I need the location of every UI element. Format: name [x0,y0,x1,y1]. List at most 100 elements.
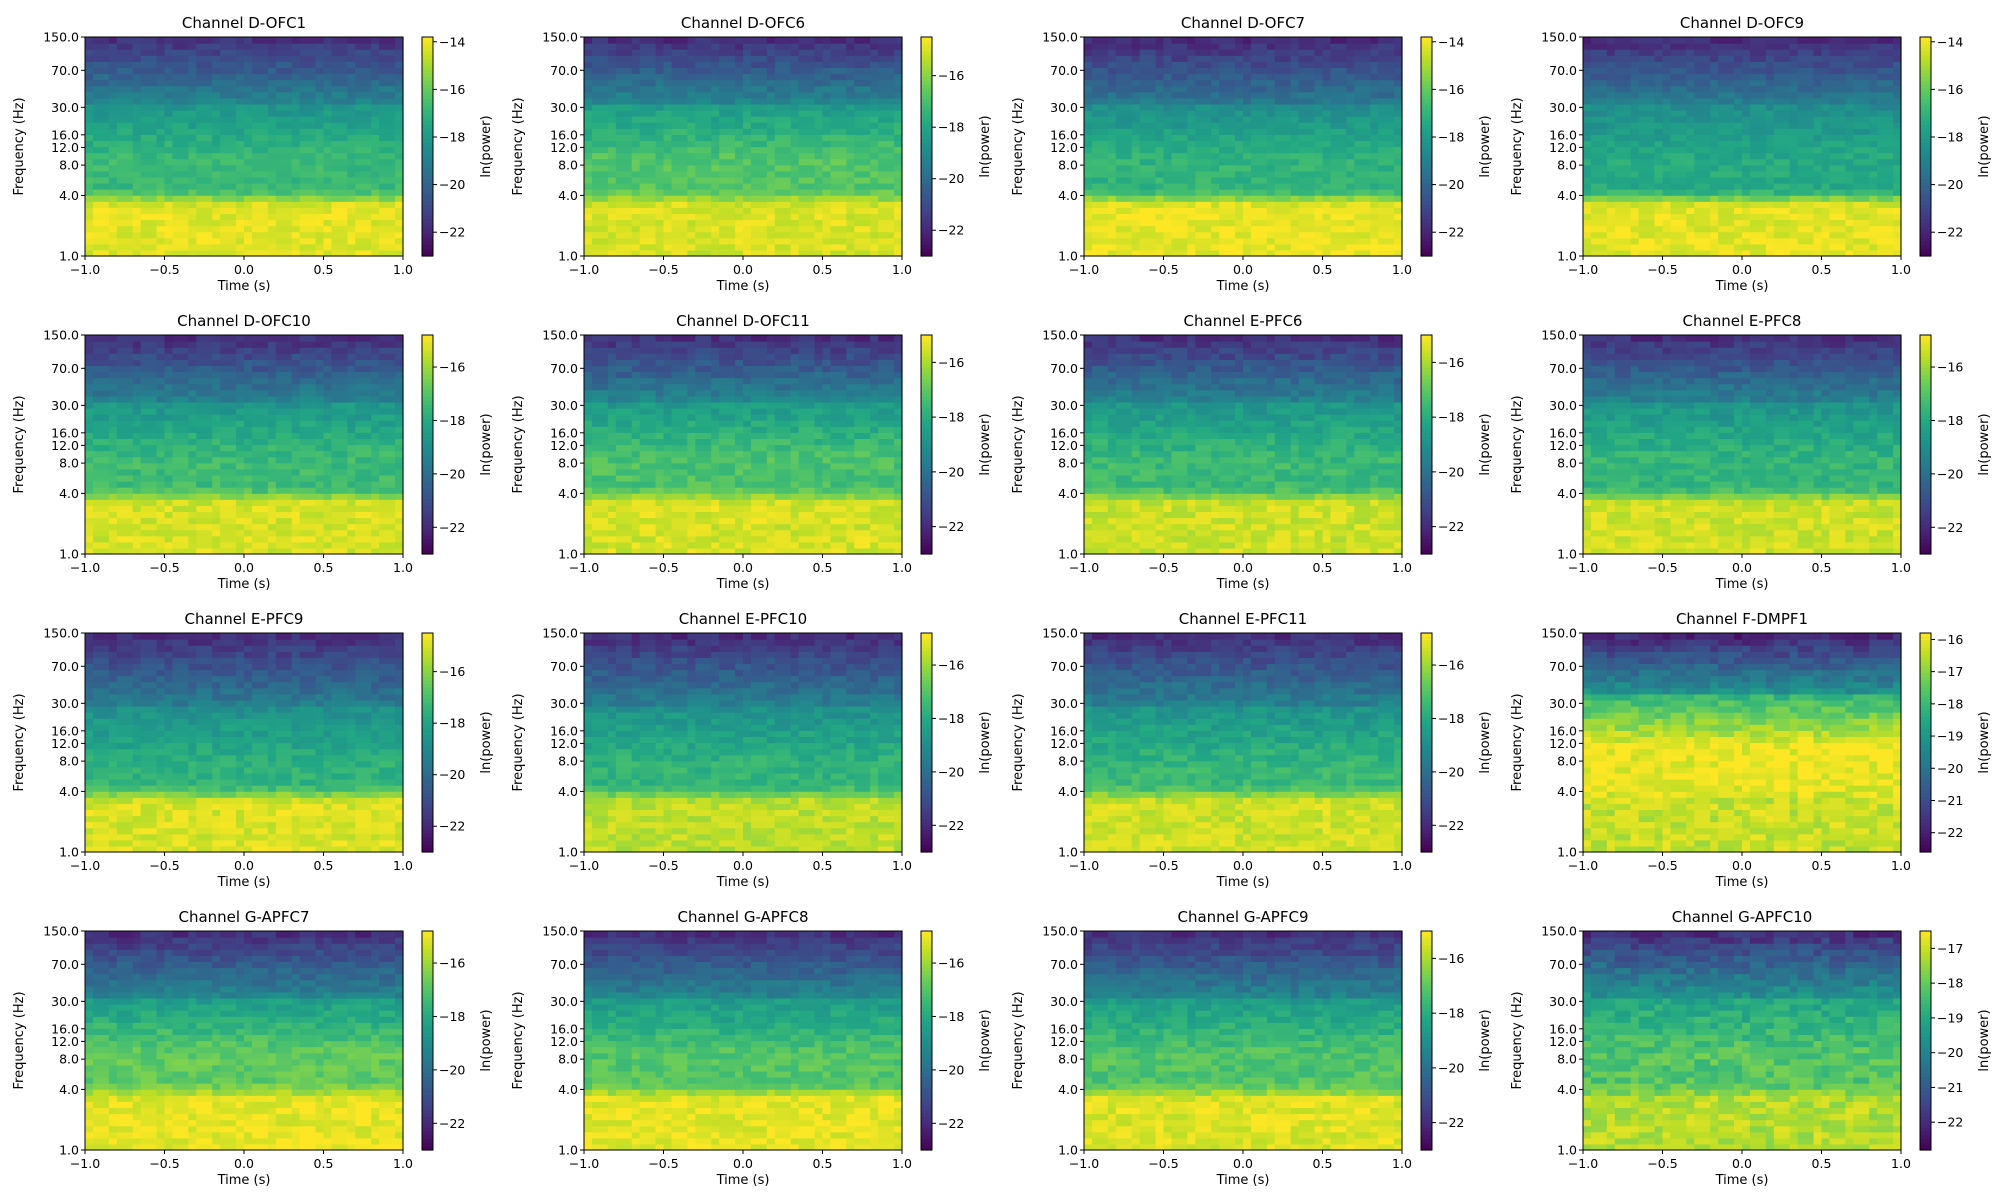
heatmap-cell [1227,244,1236,251]
heatmap-cell [331,232,340,239]
heatmap-cell [719,213,728,220]
heatmap-cell [1307,49,1316,56]
heatmap-cell [1092,195,1101,202]
heatmap-cell [870,134,879,141]
heatmap-cell [387,122,396,129]
heatmap-cell [236,55,245,62]
heatmap-cell [1148,159,1157,166]
heatmap-cell [1187,140,1196,147]
heatmap-cell [117,159,126,166]
heatmap-cell [1203,134,1212,141]
heatmap-cell [292,37,301,44]
heatmap-cell [1156,171,1165,178]
heatmap-cell [640,213,649,220]
heatmap-cell [1853,232,1862,239]
heatmap-cell [1195,122,1204,129]
heatmap-cell [1323,147,1332,154]
heatmap-cell [188,86,197,93]
heatmap-cell [244,140,253,147]
heatmap-cell [1140,80,1149,87]
heatmap-cell [870,74,879,81]
heatmap-cell [1108,238,1117,245]
heatmap-cell [600,128,609,135]
heatmap-cell [371,140,380,147]
heatmap-cell [1267,183,1276,190]
heatmap-cell [1330,98,1339,105]
heatmap-cell [862,207,871,214]
heatmap-cell [1323,92,1332,99]
heatmap-cell [695,213,704,220]
heatmap-cell [188,220,197,227]
colorbar-segment [921,190,932,194]
heatmap-cell [1678,232,1687,239]
heatmap-cell [228,207,237,214]
heatmap-cell [799,74,808,81]
heatmap-cell [395,232,404,239]
heatmap-cell [284,92,293,99]
heatmap-cell [1267,128,1276,135]
heatmap-cell [1235,61,1244,68]
heatmap-cell [1338,226,1347,233]
heatmap-cell [1164,177,1173,184]
heatmap-cell [608,67,617,74]
heatmap-cell [133,220,142,227]
heatmap-cell [1148,37,1157,44]
heatmap-cell [1156,55,1165,62]
heatmap-cell [632,171,641,178]
heatmap-cell [93,116,102,123]
heatmap-cell [711,238,720,245]
heatmap-cell [371,183,380,190]
colorbar-segment [921,95,932,99]
heatmap-cell [1148,165,1157,172]
heatmap-cell [371,213,380,220]
heatmap-cell [870,86,879,93]
heatmap-cell [823,232,832,239]
heatmap-cell [1330,55,1339,62]
heatmap-cell [117,98,126,105]
heatmap-cell [1734,207,1743,214]
heatmap-cell [600,43,609,50]
heatmap-cell [268,110,277,117]
heatmap-cell [1116,134,1125,141]
heatmap-cell [347,244,356,251]
heatmap-cell [149,80,158,87]
y-axis-label: Frequency (Hz) [1011,97,1026,195]
heatmap-cell [862,238,871,245]
heatmap-cell [592,92,601,99]
heatmap-cell [1227,37,1236,44]
heatmap-cell [1338,104,1347,111]
heatmap-cell [624,226,633,233]
heatmap-cell [1330,92,1339,99]
heatmap-cell [759,153,768,160]
heatmap-cell [719,183,728,190]
heatmap-cell [331,80,340,87]
heatmap-cell [1148,177,1157,184]
heatmap-cell [141,165,150,172]
heatmap-cell [1251,67,1260,74]
heatmap-cell [783,92,792,99]
heatmap-cell [1124,110,1133,117]
heatmap-cell [1203,220,1212,227]
heatmap-cell [775,159,784,166]
heatmap-cell [220,122,229,129]
heatmap-cell [1243,183,1252,190]
heatmap-cell [1354,226,1363,233]
heatmap-cell [624,74,633,81]
heatmap-cell [1354,74,1363,81]
heatmap-cell [1140,104,1149,111]
heatmap-cell [268,80,277,87]
heatmap-cell [347,165,356,172]
heatmap-cell [141,74,150,81]
heatmap-cell [894,67,903,74]
heatmap-cell [695,98,704,105]
heatmap-cell [1378,116,1387,123]
heatmap-cell [1323,61,1332,68]
heatmap-cell [791,92,800,99]
heatmap-cell [316,238,325,245]
heatmap [1583,37,1902,257]
heatmap-cell [886,232,895,239]
heatmap-cell [316,49,325,56]
heatmap-cell [767,153,776,160]
heatmap-cell [608,159,617,166]
heatmap-cell [846,104,855,111]
